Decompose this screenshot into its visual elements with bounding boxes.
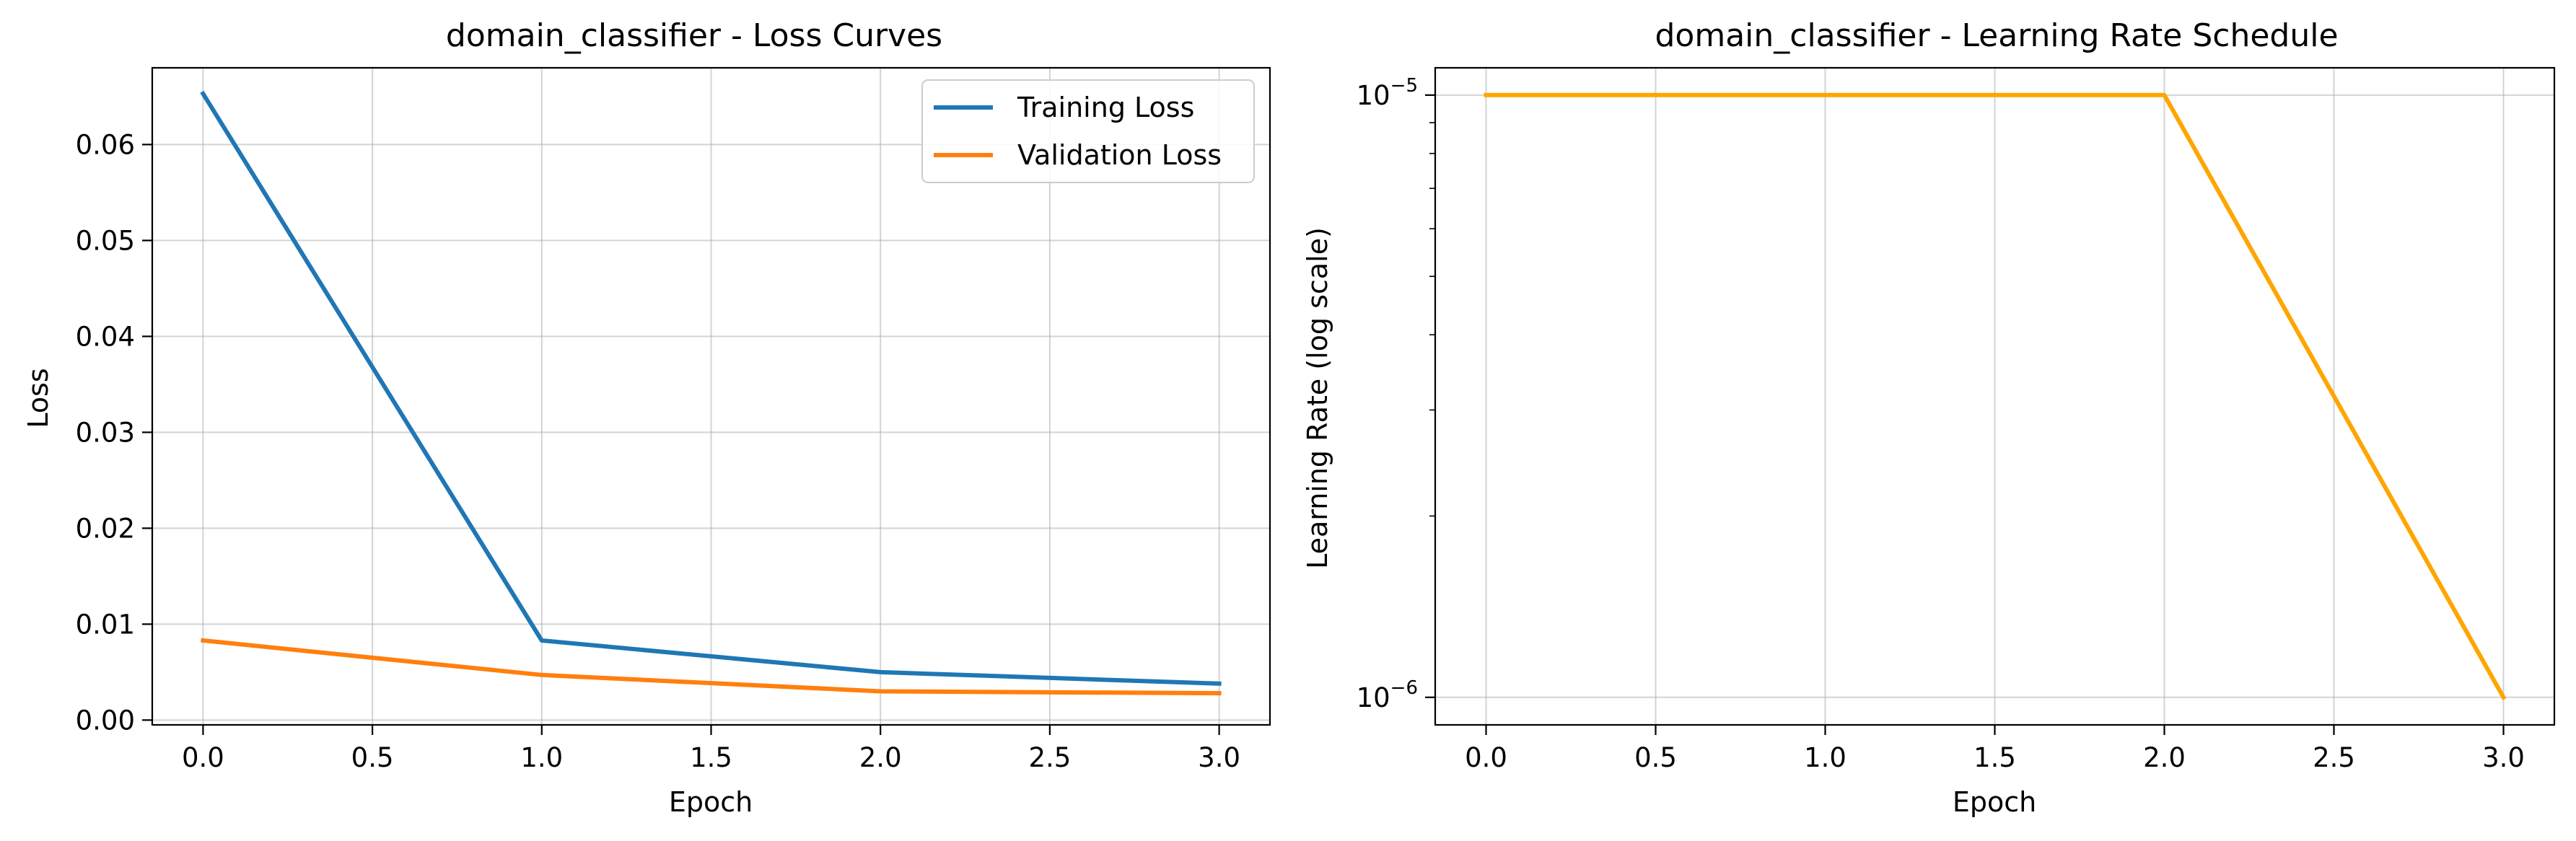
loss-chart-y-axis-label: Loss [22,368,54,428]
lr-y-tick-label: 10−5 [1357,75,1418,111]
loss-chart-grid [152,68,1270,725]
lr-x-tick-label: 2.0 [2143,742,2186,773]
loss-y-tick-label: 0.05 [76,225,135,256]
loss-chart-ticks: 0.0 0.5 1.0 1.5 2.0 2.5 3.0 0.00 0.01 0.02 0.03 0.0… [76,129,1240,773]
lr-x-tick-label: 2.5 [2313,742,2355,773]
loss-y-tick-label: 0.06 [76,129,135,160]
loss-chart-series [200,90,1222,696]
lr-chart-title: domain_classifier - Learning Rate Schedu… [1655,17,2338,54]
loss-x-tick-label: 1.5 [690,742,732,773]
loss-x-tick-label: 1.0 [520,742,563,773]
loss-chart-panel: domain_classifier - Loss Curves 0.0 0.5 1.… [22,17,1271,818]
lr-chart-series [1484,92,2507,700]
loss-y-tick-label: 0.03 [76,417,135,448]
series-line-validation-loss [201,638,1222,696]
legend-label-training-loss: Training Loss [1017,92,1194,123]
lr-x-tick-label: 0.5 [1634,742,1677,773]
lr-chart-ticks: 0.0 0.5 1.0 1.5 2.0 2.5 3.0 10−6 10−5 [1357,75,2525,773]
loss-chart-title: domain_classifier - Loss Curves [446,17,942,54]
loss-y-tick-label: 0.00 [76,705,135,736]
loss-x-tick-label: 2.5 [1028,742,1071,773]
lr-x-tick-label: 3.0 [2482,742,2525,773]
lr-chart-y-axis-label: Learning Rate (log scale) [1302,227,1333,569]
loss-y-tick-label: 0.02 [76,513,135,544]
loss-x-tick-label: 2.0 [859,742,902,773]
lr-y-tick-label: 10−6 [1357,677,1418,713]
loss-chart-x-axis-label: Epoch [669,786,753,818]
loss-y-tick-label: 0.01 [76,609,135,640]
legend-label-validation-loss: Validation Loss [1017,139,1222,171]
lr-chart-x-axis-label: Epoch [1953,786,2036,818]
loss-y-tick-label: 0.04 [76,321,135,352]
loss-x-tick-label: 3.0 [1198,742,1240,773]
lr-x-tick-label: 0.0 [1465,742,1507,773]
series-line-training-loss [200,90,1222,686]
series-line-learning-rate [1484,92,2507,700]
loss-chart-legend: Training Loss Validation Loss [921,79,1255,183]
loss-x-tick-label: 0.0 [182,742,224,773]
lr-chart-panel: domain_classifier - Learning Rate Schedu… [1302,17,2556,818]
legend-box [921,79,1255,183]
lr-x-tick-label: 1.5 [1973,742,2016,773]
loss-x-tick-label: 0.5 [351,742,394,773]
lr-x-tick-label: 1.0 [1804,742,1846,773]
